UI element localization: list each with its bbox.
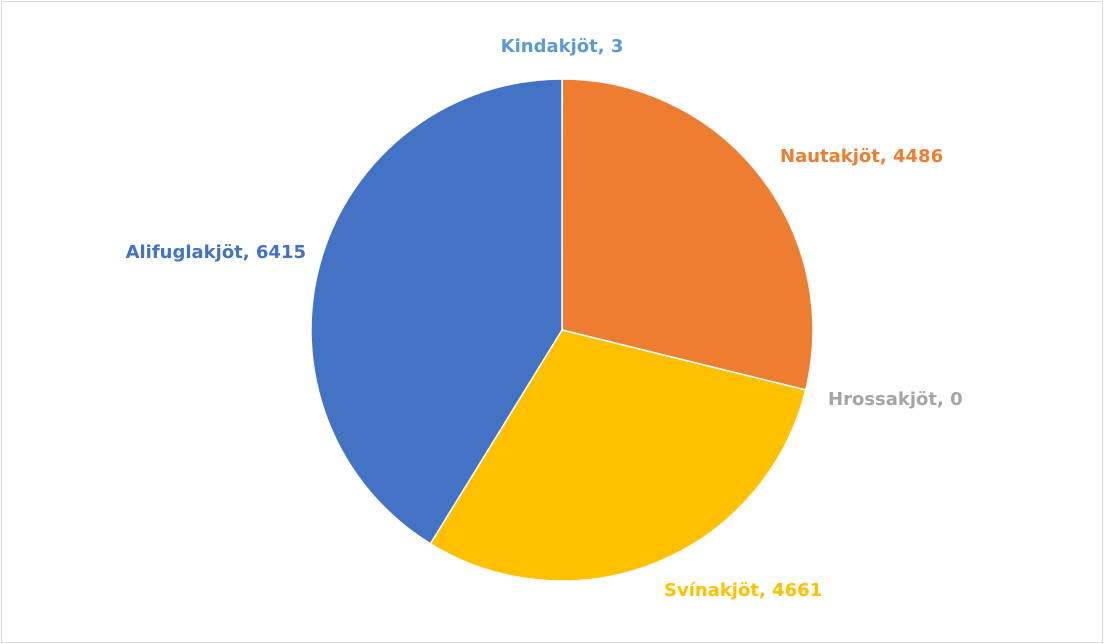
data-label: Kindakjöt, 3 <box>501 36 624 57</box>
data-label: Nautakjöt, 4486 <box>780 146 943 167</box>
data-label: Hrossakjöt, 0 <box>828 389 963 410</box>
data-label: Alifuglakjöt, 6415 <box>126 242 306 263</box>
data-label: Svínakjöt, 4661 <box>664 580 822 601</box>
pie-slice <box>310 78 563 545</box>
pie-slice <box>561 78 814 391</box>
